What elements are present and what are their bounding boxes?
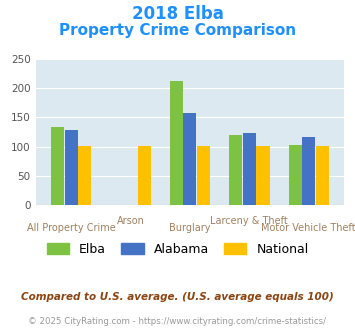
Bar: [184, 113, 196, 205]
Bar: [302, 137, 315, 205]
Text: Property Crime Comparison: Property Crime Comparison: [59, 23, 296, 38]
Text: Arson: Arson: [116, 216, 144, 226]
Text: 2018 Elba: 2018 Elba: [132, 5, 223, 23]
Bar: [65, 130, 78, 205]
Bar: [78, 146, 91, 205]
Text: Motor Vehicle Theft: Motor Vehicle Theft: [261, 223, 355, 233]
Legend: Elba, Alabama, National: Elba, Alabama, National: [43, 239, 312, 259]
Text: Compared to U.S. average. (U.S. average equals 100): Compared to U.S. average. (U.S. average …: [21, 292, 334, 302]
Text: Larceny & Theft: Larceny & Theft: [211, 216, 288, 226]
Bar: [170, 81, 183, 205]
Bar: [229, 136, 242, 205]
Bar: [138, 146, 151, 205]
Bar: [197, 146, 210, 205]
Text: Burglary: Burglary: [169, 223, 211, 233]
Text: © 2025 CityRating.com - https://www.cityrating.com/crime-statistics/: © 2025 CityRating.com - https://www.city…: [28, 317, 327, 326]
Bar: [289, 145, 302, 205]
Bar: [316, 146, 329, 205]
Bar: [51, 127, 64, 205]
Text: All Property Crime: All Property Crime: [27, 223, 115, 233]
Bar: [256, 146, 269, 205]
Bar: [243, 133, 256, 205]
